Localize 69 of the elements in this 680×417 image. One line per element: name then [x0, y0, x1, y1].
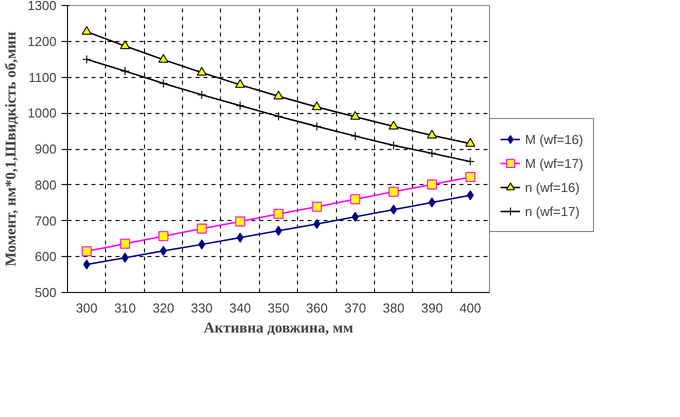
point [465, 172, 476, 182]
point [274, 208, 284, 219]
x-tick-label: 390 [421, 300, 443, 316]
point [274, 90, 284, 100]
point [160, 246, 167, 256]
point [196, 224, 207, 234]
point [426, 180, 437, 190]
point [466, 157, 475, 166]
point [388, 120, 399, 130]
point [274, 112, 283, 121]
point [197, 90, 206, 100]
legend-label: M (wf=16) [525, 132, 584, 146]
point [389, 140, 398, 150]
x-tick-label: 380 [382, 300, 404, 316]
x-tick-label: 360 [306, 300, 328, 316]
point [350, 194, 360, 204]
point [120, 66, 130, 76]
y-tick-label: 900 [34, 142, 57, 156]
legend-label: n (wf=17) [525, 204, 580, 218]
y-tick-label: 1200 [28, 34, 56, 49]
point [466, 190, 474, 200]
y-tick-label: 800 [34, 177, 57, 192]
x-tick-label: 330 [190, 300, 213, 316]
x-tick-label: 350 [268, 300, 290, 316]
point [83, 260, 90, 270]
point [312, 202, 322, 212]
legend-label: M (wf=17) [525, 156, 584, 170]
y-axis-title: Момент, нм*0,1,Швидкість об,мин [4, 31, 20, 266]
point [313, 218, 320, 229]
y-tick-label: 1100 [28, 70, 57, 85]
y-tick-label: 500 [34, 285, 57, 300]
point [122, 252, 129, 263]
x-tick-label: 370 [344, 300, 366, 316]
y-tick-label: 700 [34, 213, 57, 228]
y-tick-label: 1000 [28, 106, 56, 121]
point [426, 130, 437, 138]
point [427, 148, 436, 158]
point [388, 186, 399, 197]
point [350, 111, 360, 120]
point [235, 79, 246, 88]
x-axis-title: Активна довжина, мм [204, 320, 354, 336]
point [196, 66, 207, 76]
point [428, 197, 436, 208]
y-tick-label: 1300 [28, 0, 56, 13]
point [82, 54, 92, 64]
x-tick-label: 340 [229, 300, 251, 316]
x-tick-label: 400 [459, 300, 482, 316]
point [158, 54, 168, 63]
y-tick-label: 600 [34, 249, 57, 264]
point [82, 26, 92, 35]
point [235, 216, 246, 226]
legend-label: n (wf=16) [525, 180, 580, 194]
x-tick-label: 320 [152, 300, 174, 316]
x-tick-label: 310 [114, 300, 136, 316]
point [312, 122, 322, 131]
point [352, 212, 359, 222]
point [198, 239, 206, 250]
point [158, 78, 168, 88]
point [82, 246, 92, 256]
point [236, 232, 244, 243]
point [350, 132, 360, 141]
point [390, 204, 398, 215]
point [120, 40, 130, 50]
point [465, 138, 476, 147]
point [236, 101, 245, 110]
point [158, 231, 168, 242]
x-tick-label: 300 [76, 300, 98, 316]
point [312, 101, 322, 110]
point [120, 238, 130, 249]
